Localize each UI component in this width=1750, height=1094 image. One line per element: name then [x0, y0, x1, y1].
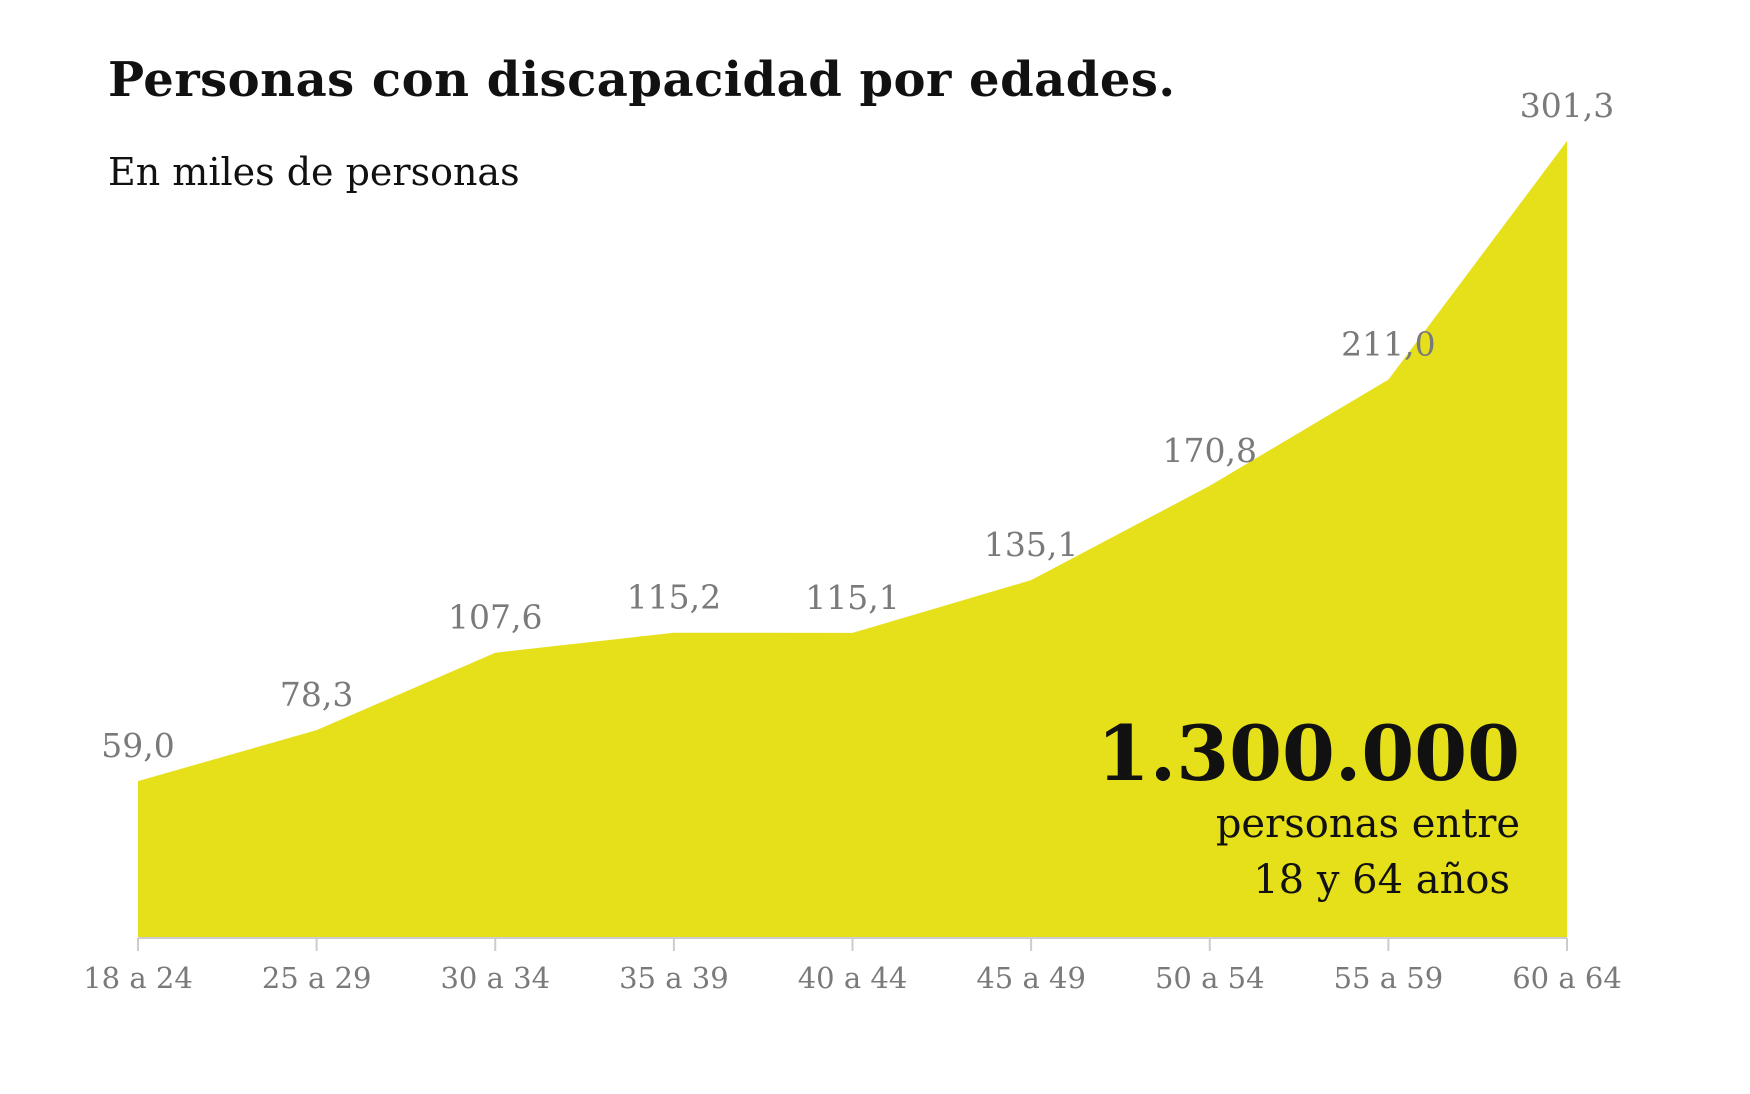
data-label: 78,3	[280, 675, 353, 714]
x-tick-label: 35 a 39	[619, 961, 729, 995]
x-tick-label: 55 a 59	[1334, 961, 1444, 995]
area-series	[138, 141, 1567, 937]
chart-subtitle: En miles de personas	[108, 150, 520, 194]
chart-title: Personas con discapacidad por edades.	[108, 52, 1176, 108]
x-tick-label: 60 a 64	[1512, 961, 1622, 995]
data-label: 211,0	[1341, 325, 1435, 364]
x-tick-label: 18 a 24	[83, 961, 193, 995]
data-label: 170,8	[1163, 431, 1257, 470]
data-label: 135,1	[984, 525, 1078, 564]
data-label: 301,3	[1520, 86, 1614, 125]
x-tick-label: 50 a 54	[1155, 961, 1265, 995]
x-tick-label: 25 a 29	[262, 961, 372, 995]
total-highlight: 1.300.000 personas entre 18 y 64 años	[1097, 712, 1520, 908]
data-label: 115,1	[805, 578, 899, 617]
data-label: 115,2	[627, 578, 721, 617]
total-value: 1.300.000	[1096, 709, 1520, 798]
x-tick-label: 45 a 49	[976, 961, 1086, 995]
x-tick-label: 40 a 44	[798, 961, 908, 995]
total-caption-line1: personas entre	[1215, 801, 1520, 847]
x-tick-label: 30 a 34	[440, 961, 550, 995]
data-label: 59,0	[101, 726, 174, 765]
data-label: 107,6	[448, 598, 542, 637]
total-caption-line2: 18 y 64 años	[1253, 857, 1510, 903]
